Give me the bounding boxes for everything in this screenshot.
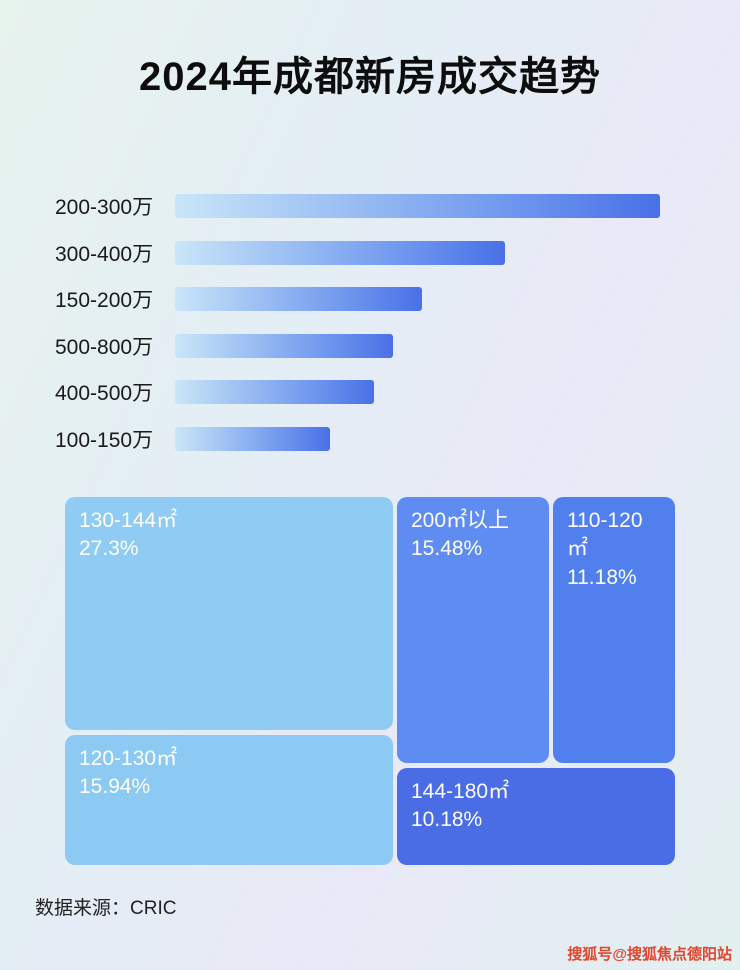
bar-category-label: 150-200万: [55, 289, 154, 313]
bar-row: 100-150万: [0, 416, 740, 463]
bar-track: [175, 240, 660, 265]
treemap-block-value: 11.18%: [567, 565, 637, 589]
treemap-block-label: 120-130㎡: [79, 747, 178, 770]
bar-track: [175, 333, 660, 358]
treemap-block-label: 110-120㎡: [567, 509, 643, 561]
treemap-block-value: 15.94%: [79, 775, 151, 799]
bar-row: 150-200万: [0, 276, 740, 323]
bar: [175, 333, 394, 358]
watermark: 搜狐号@搜狐焦点德阳站: [567, 946, 732, 963]
bar: [175, 240, 505, 265]
bar-row: 400-500万: [0, 369, 740, 416]
treemap-block-value: 27.3%: [79, 537, 139, 561]
treemap-block-120-130: 120-130㎡ 15.94%: [65, 735, 393, 865]
bar-row: 500-800万: [0, 323, 740, 370]
bar-track: [175, 380, 660, 405]
treemap-block-130-144: 130-144㎡ 27.3%: [65, 497, 393, 730]
bar: [175, 287, 423, 312]
bar-category-label: 500-800万: [55, 335, 154, 359]
treemap-block-label: 200㎡以上: [411, 509, 510, 532]
bar-row: 200-300万: [0, 183, 740, 230]
area-treemap: 130-144㎡ 27.3% 200㎡以上 15.48% 110-120㎡ 11…: [65, 497, 675, 865]
bar-category-label: 200-300万: [55, 196, 154, 220]
bar-track: [175, 287, 660, 312]
bar-category-label: 300-400万: [55, 242, 154, 266]
treemap-block-value: 10.18%: [411, 808, 483, 832]
treemap-block-144-180: 144-180㎡ 10.18%: [397, 768, 675, 865]
treemap-block-200-plus: 200㎡以上 15.48%: [397, 497, 549, 763]
price-bar-chart: 200-300万 300-400万 150-200万 500-800万 400-500万…: [0, 183, 740, 462]
bar-category-label: 400-500万: [55, 382, 154, 406]
bar: [175, 426, 331, 451]
bar-category-label: 100-150万: [55, 428, 154, 452]
bar-track: [175, 194, 660, 219]
bar-track: [175, 426, 660, 451]
page-title: 2024年成都新房成交趋势: [139, 55, 601, 99]
bar: [175, 380, 374, 405]
bar: [175, 194, 660, 219]
treemap-block-110-120: 110-120㎡ 11.18%: [553, 497, 675, 763]
data-source-label: 数据来源：CRIC: [35, 898, 177, 919]
bar-row: 300-400万: [0, 230, 740, 277]
treemap-block-value: 15.48%: [411, 537, 483, 561]
treemap-block-label: 130-144㎡: [79, 509, 178, 532]
treemap-block-label: 144-180㎡: [411, 780, 510, 803]
